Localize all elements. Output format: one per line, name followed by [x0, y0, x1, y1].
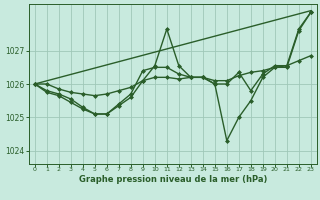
- X-axis label: Graphe pression niveau de la mer (hPa): Graphe pression niveau de la mer (hPa): [79, 175, 267, 184]
